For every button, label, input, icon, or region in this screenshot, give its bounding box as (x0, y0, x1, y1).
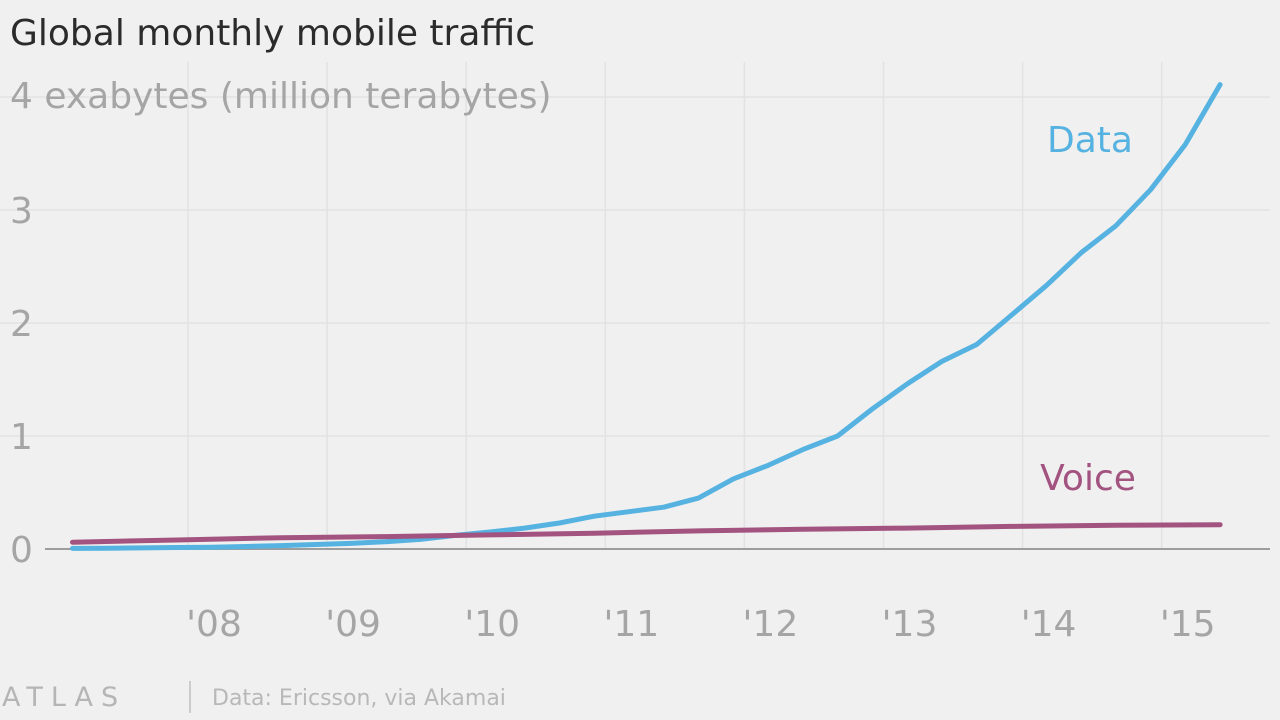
y-tick-label: 0 (10, 530, 33, 571)
y-tick-label: 3 (10, 191, 33, 232)
atlas-logo: ATLAS (2, 682, 126, 713)
series-label-voice: Voice (1040, 458, 1136, 499)
axis-ticks: 0 1 2 3 '08 '09 '10 '11 '12 '13 '14 '15 (10, 191, 1216, 645)
x-tick-label: '10 (464, 604, 520, 645)
x-tick-label: '08 (186, 604, 242, 645)
y-axis-top-label: 4 exabytes (million terabytes) (10, 76, 552, 117)
x-tick-label: '14 (1021, 604, 1077, 645)
y-tick-label: 2 (10, 304, 33, 345)
y-tick-label: 1 (10, 417, 33, 458)
gridlines (0, 62, 1270, 550)
x-tick-label: '09 (325, 604, 381, 645)
x-tick-label: '12 (743, 604, 799, 645)
series-lines (70, 82, 1223, 551)
x-tick-label: '15 (1160, 604, 1216, 645)
x-tick-label: '13 (882, 604, 938, 645)
footer: ATLAS Data: Ericsson, via Akamai (2, 681, 506, 713)
data-source: Data: Ericsson, via Akamai (212, 686, 506, 711)
x-tick-label: '11 (603, 604, 659, 645)
series-labels: Data Voice (1040, 120, 1136, 499)
chart-title: Global monthly mobile traffic (10, 13, 535, 54)
series-line-voice (70, 522, 1223, 545)
series-label-data: Data (1047, 120, 1133, 161)
series-line-data (70, 82, 1223, 551)
